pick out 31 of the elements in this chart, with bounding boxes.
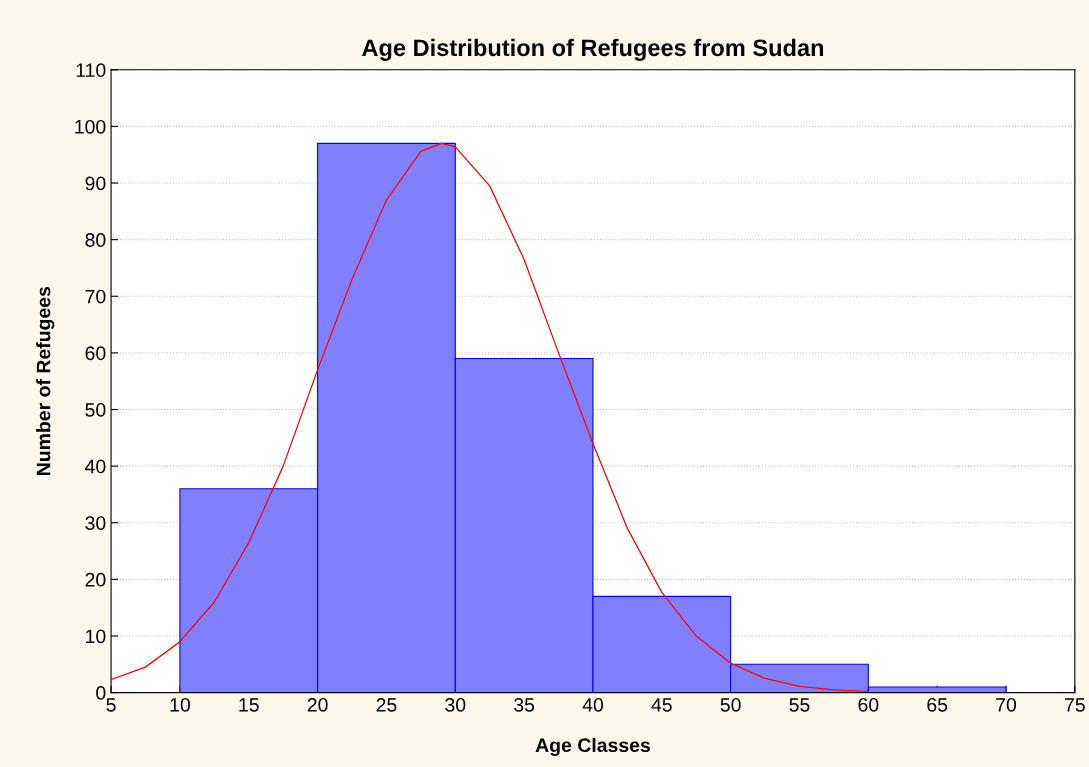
x-tick-label: 55 [789, 698, 810, 712]
y-tick-label: 50 [85, 402, 106, 417]
x-tick-label: 70 [996, 697, 1017, 712]
y-tick-label: 60 [85, 346, 106, 361]
x-tick-label: 40 [582, 697, 604, 712]
y-tick-label: 110 [76, 63, 106, 78]
x-tick-label: 15 [239, 698, 259, 712]
x-tick-label: 60 [858, 697, 879, 712]
y-tick-label: 30 [85, 516, 106, 530]
x-tick-label: 30 [445, 697, 466, 712]
x-tick-label: 5 [106, 698, 116, 712]
x-tick-label: 50 [720, 697, 741, 712]
y-tick-label: 0 [96, 686, 106, 700]
x-tick-label: 45 [651, 698, 672, 712]
y-tick-label: 20 [85, 572, 106, 587]
y-tick-label: 40 [85, 459, 106, 474]
x-tick-label: 35 [514, 697, 535, 712]
y-tick-label: 90 [85, 176, 106, 191]
chart-title: Age Distribution of Refugees from Sudan [362, 38, 824, 61]
y-tick-label: 70 [85, 289, 106, 304]
x-tick-label: 25 [376, 697, 397, 712]
x-axis-title: Age Classes [535, 737, 650, 757]
y-tick-label: 100 [75, 119, 106, 134]
x-tick-label: 65 [927, 697, 948, 712]
line-series [111, 142, 869, 693]
y-tick-label: 80 [85, 233, 106, 247]
x-tick-label: 20 [307, 697, 328, 712]
x-tick-label: 10 [170, 697, 190, 712]
x-tick-label: 75 [1065, 698, 1085, 712]
y-tick-label: 10 [86, 629, 106, 644]
y-axis-title: Number of Refugees [36, 286, 55, 475]
